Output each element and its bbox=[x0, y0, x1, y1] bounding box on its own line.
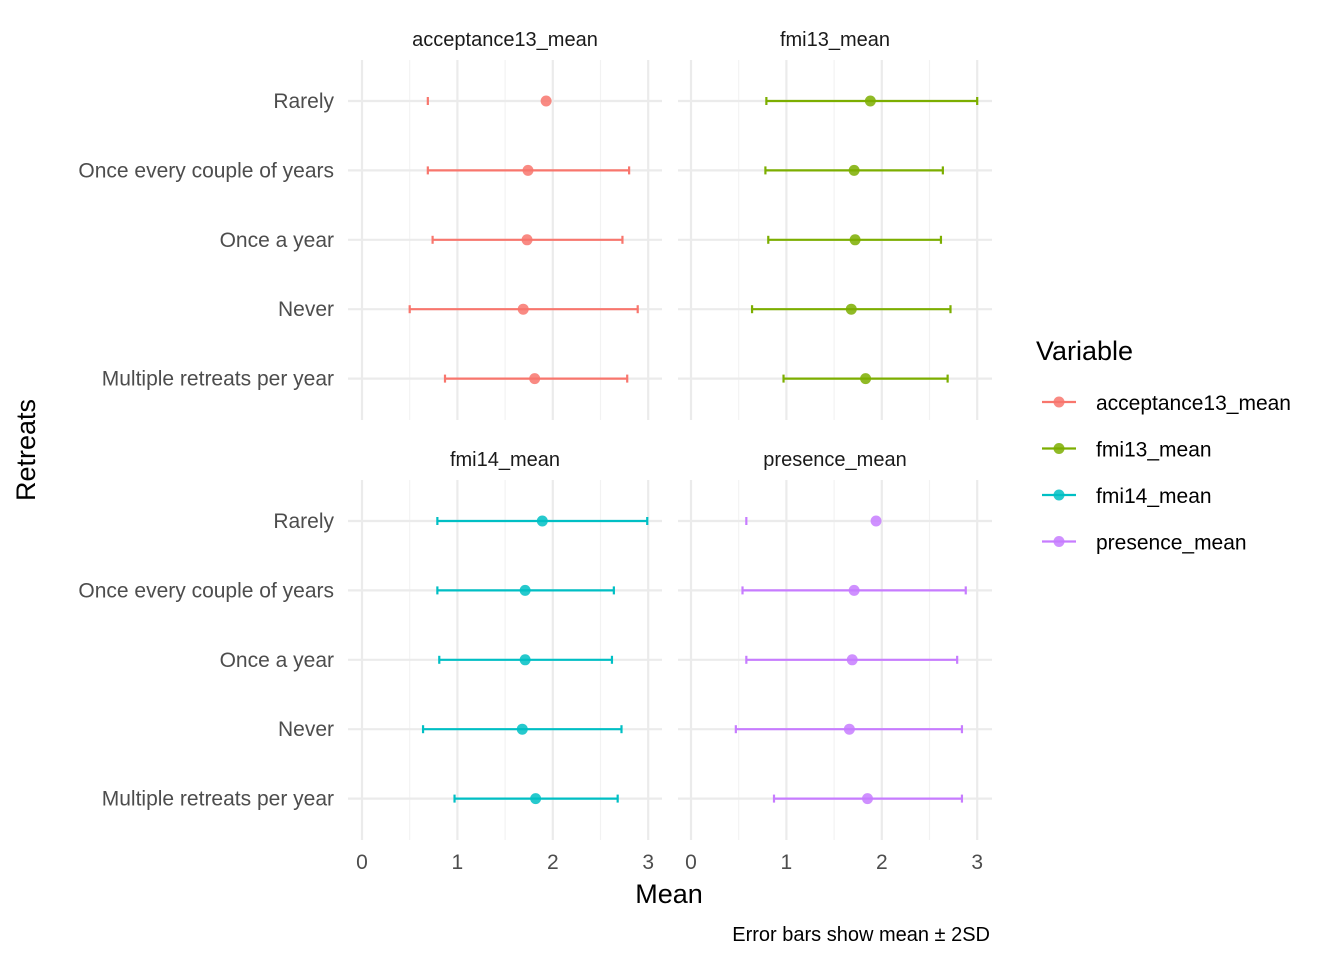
y-tick-label: Multiple retreats per year bbox=[102, 788, 334, 811]
facet-title-presence-mean: presence_mean bbox=[763, 449, 906, 471]
y-tick-label: Multiple retreats per year bbox=[102, 368, 334, 391]
legend-key-point-fmi13-mean bbox=[1053, 443, 1065, 454]
mean-point-fmi13-mean bbox=[849, 234, 861, 246]
x-tick-label: 3 bbox=[971, 851, 983, 874]
legend-key-point-presence-mean bbox=[1053, 536, 1065, 547]
mean-point-presence-mean bbox=[843, 723, 855, 735]
mean-point-presence-mean bbox=[846, 654, 858, 666]
mean-point-fmi13-mean bbox=[864, 95, 876, 107]
x-axis-title: Mean bbox=[635, 879, 703, 909]
mean-point-fmi14-mean bbox=[519, 654, 531, 666]
mean-point-acceptance13-mean bbox=[540, 95, 552, 107]
x-tick-label: 0 bbox=[356, 851, 368, 874]
mean-point-fmi14-mean bbox=[516, 723, 528, 735]
x-tick-label: 1 bbox=[452, 851, 464, 874]
legend-label-fmi14-mean: fmi14_mean bbox=[1096, 485, 1212, 508]
mean-point-fmi13-mean bbox=[860, 373, 872, 385]
x-tick-label: 1 bbox=[781, 851, 793, 874]
mean-point-presence-mean bbox=[861, 793, 873, 805]
x-tick-label: 2 bbox=[547, 851, 559, 874]
legend-label-presence-mean: presence_mean bbox=[1096, 532, 1247, 555]
mean-point-acceptance13-mean bbox=[517, 303, 529, 315]
legend-label-acceptance13-mean: acceptance13_mean bbox=[1096, 392, 1291, 415]
mean-point-fmi13-mean bbox=[845, 303, 857, 315]
y-tick-label: Never bbox=[278, 298, 334, 321]
legend-title: Variable bbox=[1036, 336, 1133, 366]
mean-point-presence-mean bbox=[848, 584, 860, 596]
mean-point-fmi14-mean bbox=[536, 515, 548, 527]
y-tick-label: Never bbox=[278, 718, 334, 741]
y-tick-label: Rarely bbox=[273, 510, 334, 533]
caption: Error bars show mean ± 2SD bbox=[732, 924, 990, 946]
mean-point-acceptance13-mean bbox=[522, 164, 534, 176]
x-tick-label: 3 bbox=[642, 851, 654, 874]
y-axis-title: Retreats bbox=[11, 399, 41, 501]
mean-point-fmi13-mean bbox=[848, 164, 860, 176]
y-tick-label: Rarely bbox=[273, 90, 334, 113]
y-tick-label: Once every couple of years bbox=[78, 159, 334, 182]
facet-title-fmi14-mean: fmi14_mean bbox=[450, 449, 560, 471]
facet-title-acceptance13-mean: acceptance13_mean bbox=[412, 29, 598, 51]
legend-key-point-fmi14-mean bbox=[1053, 489, 1065, 501]
x-tick-label: 0 bbox=[685, 851, 697, 874]
mean-point-acceptance13-mean bbox=[521, 234, 533, 246]
mean-point-acceptance13-mean bbox=[529, 373, 541, 385]
x-tick-label: 2 bbox=[876, 851, 888, 874]
y-tick-label: Once a year bbox=[220, 649, 334, 672]
legend-key-point-acceptance13-mean bbox=[1053, 396, 1065, 408]
legend: acceptance13_mean fmi13_mean fmi14_meanpre… bbox=[1042, 392, 1291, 555]
y-tick-label: Once every couple of years bbox=[78, 579, 334, 602]
mean-point-presence-mean bbox=[870, 515, 882, 527]
legend-label-fmi13-mean: fmi13_mean bbox=[1096, 439, 1212, 462]
y-tick-label: Once a year bbox=[220, 229, 334, 252]
text-layer: Mean Retreats Error bars show mean ± 2SD… bbox=[11, 29, 1133, 946]
facet-title-fmi13-mean: fmi13_mean bbox=[780, 29, 890, 51]
marks-layer bbox=[408, 95, 979, 805]
mean-point-fmi14-mean bbox=[519, 584, 531, 596]
mean-point-fmi14-mean bbox=[530, 793, 542, 805]
